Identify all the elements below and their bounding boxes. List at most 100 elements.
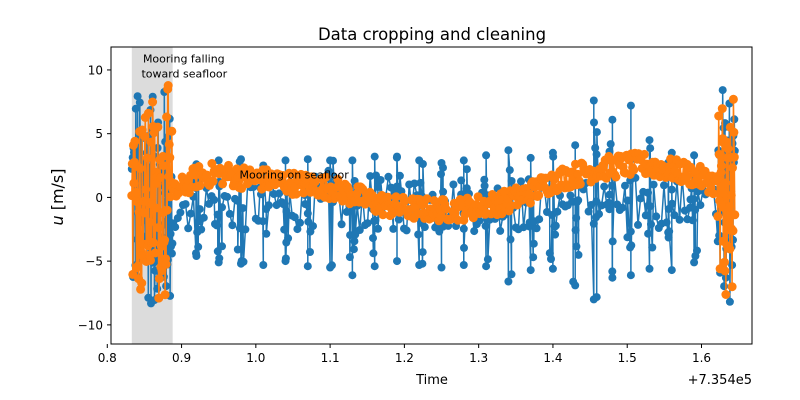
x-tick-label: 1.1	[321, 351, 340, 365]
series-blue-point	[606, 140, 615, 149]
series-blue-point	[462, 165, 471, 174]
series-blue-point	[350, 237, 359, 246]
series-orange-point	[145, 217, 155, 227]
series-blue-point	[393, 152, 401, 161]
x-tick-label: 0.8	[98, 351, 117, 365]
series-orange-point	[713, 211, 723, 221]
series-orange-point	[218, 179, 228, 189]
series-blue-point	[225, 209, 234, 218]
series-blue-point	[449, 180, 458, 189]
series-blue-point	[652, 212, 661, 221]
series-orange-point	[161, 259, 171, 269]
series-orange-point	[146, 255, 155, 265]
series-blue-point	[720, 282, 729, 291]
series-blue-point	[589, 96, 598, 105]
series-blue-point	[369, 249, 378, 258]
series-blue-point	[608, 267, 617, 276]
series-orange-point	[130, 136, 140, 146]
series-blue-point	[241, 225, 250, 234]
series-blue-point	[281, 254, 290, 263]
series-orange-point	[167, 126, 177, 136]
series-orange-point	[153, 122, 163, 132]
series-blue-point	[667, 266, 676, 275]
x-tick-label: 1.5	[618, 351, 637, 365]
series-orange-point	[143, 108, 153, 118]
series-orange-point	[422, 194, 432, 204]
annotation-label: Mooring falling	[143, 52, 225, 65]
series-orange-point	[195, 181, 205, 191]
x-tick-label: 1.6	[692, 351, 711, 365]
series-orange-point	[208, 176, 218, 186]
series-blue-point	[589, 219, 598, 228]
series-orange-point	[142, 153, 152, 163]
series-blue-point	[689, 195, 698, 204]
series-blue-point	[507, 270, 516, 279]
series-blue-point	[370, 152, 379, 161]
series-blue-point	[290, 213, 299, 222]
annotation-label: Mooring on seafloor	[239, 168, 349, 181]
series-blue-point	[384, 172, 393, 181]
series-orange-point	[726, 190, 736, 200]
series-blue-point	[592, 293, 601, 302]
series-orange-point	[133, 261, 143, 271]
series-blue-point	[505, 166, 514, 175]
x-tick-label: 1.0	[246, 351, 265, 365]
series-blue-point	[608, 115, 617, 124]
series-orange-point	[160, 290, 170, 300]
series-orange-point	[165, 153, 175, 163]
series-blue-point	[374, 224, 382, 233]
series-orange-point	[716, 150, 725, 160]
series-blue-point	[605, 190, 614, 199]
series-orange-point	[639, 149, 649, 159]
series-orange-point	[155, 173, 165, 183]
series-blue-point	[194, 242, 203, 251]
series-blue-point	[688, 216, 697, 225]
series-orange-point	[725, 244, 735, 254]
series-blue-point	[571, 141, 580, 150]
series-orange-point	[708, 189, 718, 199]
series-blue-point	[135, 98, 144, 107]
series-blue-point	[218, 242, 226, 251]
series-blue-point	[595, 210, 603, 219]
series-blue-point	[551, 221, 560, 230]
series-blue-point	[439, 163, 447, 172]
series-orange-point	[728, 163, 737, 173]
series-blue-point	[239, 257, 248, 266]
series-blue-point	[664, 233, 673, 242]
series-blue-point	[496, 226, 505, 235]
series-blue-point	[306, 248, 314, 256]
series-blue-point	[366, 172, 375, 181]
series-blue-point	[237, 155, 245, 164]
series-blue-point	[725, 297, 734, 306]
series-orange-point	[716, 161, 726, 171]
series-blue-point	[167, 249, 176, 258]
series-blue-point	[395, 171, 404, 180]
series-blue-point	[210, 195, 219, 204]
series-blue-point	[233, 196, 242, 205]
series-blue-point	[284, 234, 293, 243]
series-orange-point	[383, 192, 393, 202]
series-blue-point	[507, 177, 516, 185]
series-blue-point	[410, 179, 419, 188]
series-blue-point	[370, 262, 379, 271]
series-orange-point	[162, 112, 172, 122]
series-blue-point	[532, 224, 541, 233]
y-tick-label: 10	[88, 63, 103, 77]
series-orange-point	[129, 178, 139, 188]
series-blue-point	[168, 239, 177, 248]
series-blue-point	[572, 214, 581, 222]
chart-title: Data cropping and cleaning	[318, 25, 546, 44]
series-orange-point	[153, 223, 163, 233]
series-blue-point	[584, 207, 593, 216]
series-blue-point	[600, 182, 609, 191]
series-orange-point	[139, 208, 149, 218]
series-blue-point	[626, 101, 635, 110]
series-orange-point	[723, 144, 733, 154]
series-blue-point	[259, 261, 268, 269]
series-blue-point	[258, 217, 267, 226]
series-orange-point	[399, 196, 409, 206]
series-blue-point	[648, 243, 657, 252]
annotation-layer: Mooring falling toward seafloor Mooring on…	[141, 52, 349, 181]
series-blue-point	[181, 200, 190, 209]
series-orange-point	[575, 179, 585, 189]
